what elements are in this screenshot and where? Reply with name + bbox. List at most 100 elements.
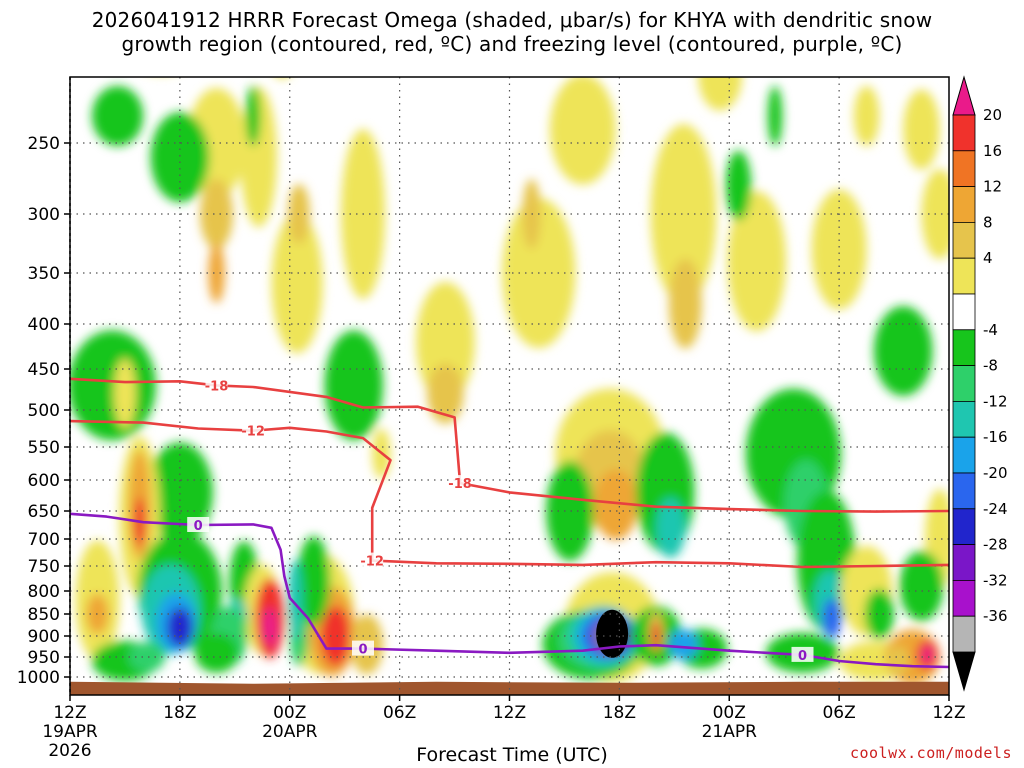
- x-tick-label-6: 18Z: [163, 703, 196, 723]
- x-tick-label-12: 00Z: [273, 703, 306, 723]
- colorbar-bin-5: [952, 293, 976, 331]
- colorbar-label-13: -36: [983, 607, 1008, 625]
- omega-shade-47: [864, 589, 895, 639]
- contour-label-bg-2-1: [352, 640, 374, 656]
- colorbar-bin-1: [952, 150, 976, 188]
- omega-shade-5: [129, 24, 195, 74]
- colorbar-label-7: -12: [983, 392, 1008, 410]
- contour-label-bg-2-2: [791, 646, 814, 662]
- contour-label-2-0: 0: [194, 519, 203, 534]
- y-tick-label-550: 550: [28, 438, 60, 458]
- omega-shade-12: [416, 282, 475, 402]
- y-tick-label-400: 400: [28, 315, 60, 335]
- omega-shade-25: [725, 150, 752, 221]
- title-line-2: growth region (contoured, red, ºC) and f…: [121, 32, 903, 56]
- title-line-1: 2026041912 HRRR Forecast Omega (shaded, …: [91, 8, 933, 32]
- omega-shade-4: [92, 86, 144, 146]
- colorbar-bin-12: [952, 544, 976, 581]
- colorbar-bin-9: [952, 436, 976, 474]
- omega-shade-28: [903, 89, 940, 170]
- omega-shade-74: [287, 560, 303, 641]
- omega-shade-70: [320, 606, 351, 666]
- contour-label-bg-0-1: [449, 475, 472, 491]
- omega-shade-38: [546, 461, 594, 561]
- omega-shade-13: [427, 363, 464, 424]
- y-tick-label-300: 300: [28, 205, 60, 225]
- omega-shade-14: [324, 330, 384, 441]
- y-tick-label-750: 750: [28, 557, 60, 577]
- colorbar-label-5: -4: [983, 321, 998, 339]
- omega-shade-26: [811, 189, 867, 310]
- colorbar-label-8: -16: [983, 428, 1008, 446]
- x-tick-label-24: 12Z: [493, 703, 526, 723]
- chart-title: 2026041912 HRRR Forecast Omega (shaded, …: [0, 8, 1024, 56]
- omega-shade-95: [886, 646, 909, 676]
- y-tick-label-850: 850: [28, 605, 60, 625]
- omega-shade-23: [698, 77, 743, 111]
- colorbar-label-11: -28: [983, 536, 1008, 554]
- contour-label-2-2: 0: [798, 649, 807, 664]
- omega-minimum-core: [596, 609, 629, 658]
- colorbar-label-0: 20: [983, 106, 1002, 124]
- omega-shade-32: [70, 330, 156, 441]
- omega-shade-67: [128, 642, 166, 672]
- colorbar-bin-4: [952, 257, 976, 295]
- omega-shade-27: [853, 86, 880, 146]
- omega-shade-19: [588, 0, 639, 38]
- contour-label-bg-2-0: [187, 517, 210, 532]
- x-tick-label-42: 06Z: [822, 703, 855, 723]
- y-tick-label-350: 350: [28, 264, 60, 284]
- contour-label-0-0: -18: [205, 379, 229, 394]
- colorbar-label-9: -20: [983, 464, 1008, 482]
- colorbar-label-3: 8: [983, 213, 993, 231]
- colorbar-bin-13: [952, 580, 976, 617]
- contour-label-1-0: -12: [241, 425, 265, 440]
- y-tick-label-250: 250: [28, 134, 60, 154]
- colorbar-bin-3: [952, 221, 976, 259]
- colorbar-label-1: 16: [983, 142, 1002, 160]
- contour-label-1-1: -12: [360, 555, 384, 570]
- omega-shade-6: [277, 77, 288, 79]
- y-tick-label-600: 600: [28, 471, 60, 491]
- y-tick-label-1000: 1000: [17, 668, 60, 688]
- x-tick-label-36: 00Z: [713, 703, 746, 723]
- colorbar-bottom-triangle: [952, 651, 976, 692]
- omega-shade-49: [899, 551, 944, 621]
- colorbar-label-4: 4: [983, 249, 993, 267]
- omega-shade-3: [150, 112, 210, 203]
- y-tick-label-800: 800: [28, 582, 60, 602]
- x-tick-label-30: 18Z: [603, 703, 636, 723]
- contour-label-bg-1-1: [361, 552, 384, 568]
- contour-label-0-1: -18: [448, 477, 472, 492]
- x-tick-label-0: 12Z: [53, 703, 86, 723]
- contour-label-bg-1-0: [242, 422, 265, 438]
- omega-shade-8: [271, 213, 323, 354]
- colorbar-bin-7: [952, 365, 976, 402]
- omega-shade-31: [767, 86, 783, 146]
- omega-shade-89: [668, 629, 699, 660]
- x-tick-date-12: 20APR: [262, 722, 318, 742]
- colorbar-bin-11: [952, 508, 976, 545]
- y-tick-label-700: 700: [28, 530, 60, 550]
- x-tick-date-0: 19APR: [42, 722, 98, 742]
- omega-shade-45: [822, 598, 841, 639]
- omega-shade-58: [167, 607, 193, 648]
- x-axis-label: Forecast Time (UTC): [416, 744, 608, 766]
- contour-label-bg-0-0: [205, 377, 228, 393]
- y-tick-label-650: 650: [28, 502, 60, 522]
- y-tick-label-900: 900: [28, 627, 60, 647]
- omega-shade-33: [113, 358, 136, 429]
- colorbar: 20 16 12 8 4 -4 -8 -12 -16 -20 -24 -28 -32 -36: [952, 75, 1008, 692]
- omega-shade-1: [200, 179, 233, 249]
- omega-shade-22: [668, 258, 702, 349]
- omega-shade-62: [262, 607, 277, 648]
- colorbar-bin-2: [952, 186, 976, 223]
- omega-shade-10: [245, 86, 261, 146]
- colorbar-top-triangle: [952, 75, 976, 116]
- colorbar-bin-14: [952, 615, 976, 653]
- x-tick-label-48: 12Z: [932, 703, 965, 723]
- axes: 2503003504004505005506006507007508008509…: [17, 76, 966, 761]
- colorbar-bin-8: [952, 400, 976, 438]
- omega-shade-2: [208, 243, 225, 303]
- omega-shading: [70, 0, 949, 685]
